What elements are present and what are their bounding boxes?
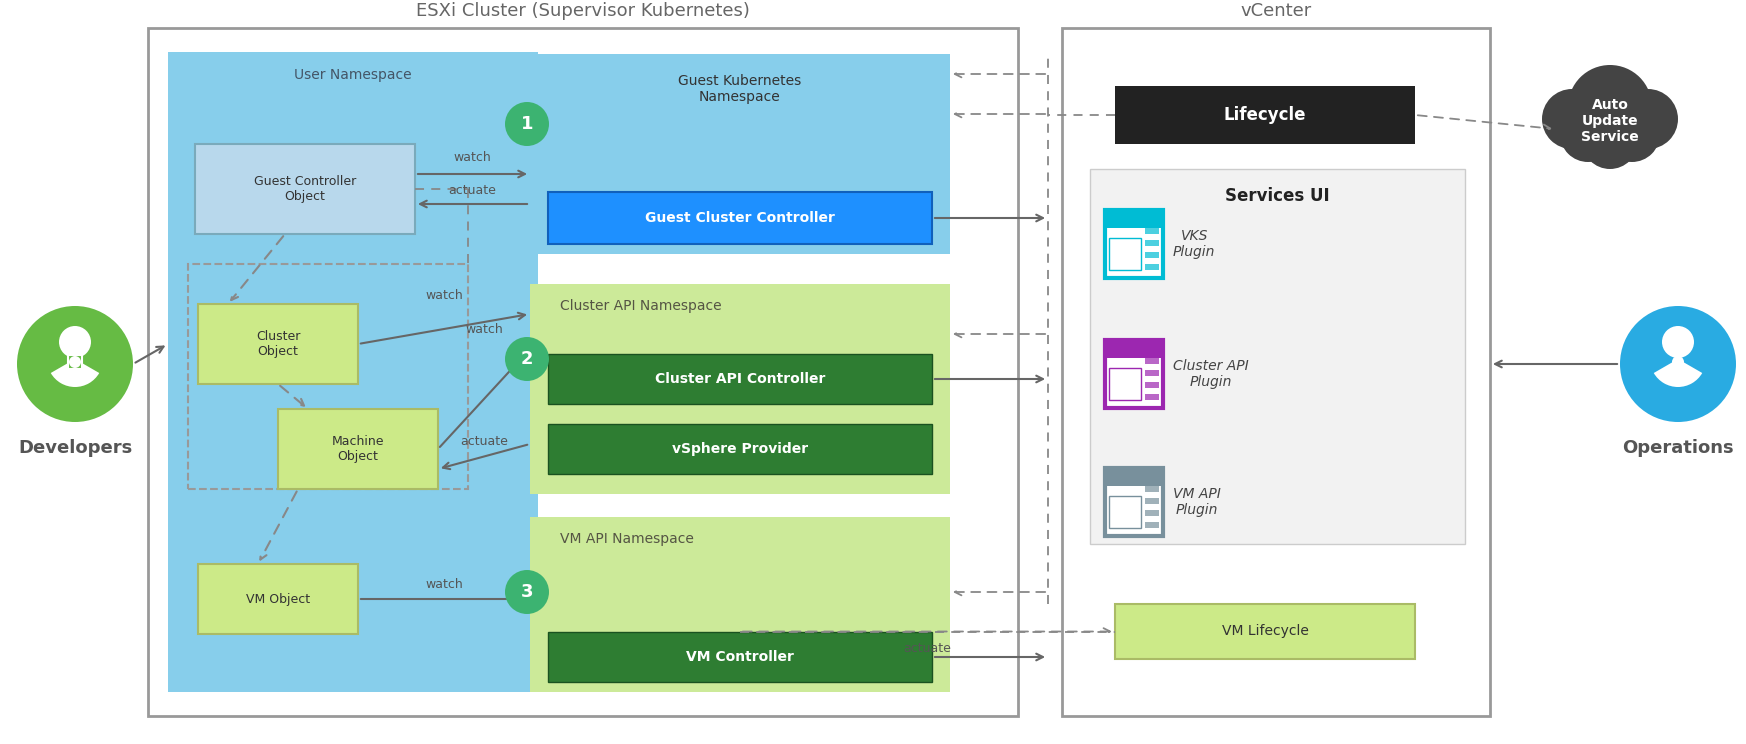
Bar	[1109, 238, 1140, 270]
Bar	[1145, 394, 1159, 400]
Circle shape	[505, 570, 548, 614]
Circle shape	[1662, 326, 1694, 358]
Bar	[1105, 340, 1163, 358]
Bar	[548, 424, 932, 474]
Text: VM Lifecycle: VM Lifecycle	[1222, 624, 1308, 638]
FancyBboxPatch shape	[68, 355, 82, 369]
Bar	[189, 264, 468, 489]
Bar	[548, 632, 932, 682]
Text: 1: 1	[520, 115, 533, 133]
Bar	[1145, 498, 1159, 504]
Text: Guest Kubernetes
Namespace: Guest Kubernetes Namespace	[679, 74, 801, 104]
Text: Guest Controller
Object: Guest Controller Object	[253, 175, 356, 203]
Wedge shape	[51, 359, 100, 387]
Text: watch: watch	[424, 289, 463, 302]
Text: watch: watch	[454, 151, 491, 164]
Text: Lifecycle: Lifecycle	[1224, 106, 1306, 124]
Text: Services UI: Services UI	[1226, 187, 1330, 205]
Text: vSphere Provider: vSphere Provider	[672, 442, 808, 456]
Circle shape	[1568, 65, 1652, 149]
Bar	[1145, 522, 1159, 528]
Circle shape	[1605, 106, 1660, 162]
Bar	[531, 54, 950, 254]
Bar	[197, 564, 358, 634]
Circle shape	[1620, 306, 1736, 422]
Text: watch: watch	[464, 323, 503, 336]
Text: Guest Cluster Controller: Guest Cluster Controller	[644, 211, 835, 225]
Text: Cluster API Namespace: Cluster API Namespace	[560, 299, 721, 313]
Bar	[1145, 252, 1159, 258]
Text: Developers: Developers	[17, 439, 133, 457]
Text: actuate: actuate	[904, 641, 952, 655]
Bar	[531, 517, 950, 692]
Bar	[168, 52, 538, 692]
Text: Machine
Object: Machine Object	[332, 435, 384, 463]
Bar	[1105, 468, 1163, 486]
Text: VKS
Plugin: VKS Plugin	[1173, 229, 1215, 259]
Bar	[1145, 370, 1159, 376]
Circle shape	[1673, 356, 1683, 368]
Bar	[1145, 358, 1159, 364]
Circle shape	[1582, 113, 1638, 169]
Bar	[278, 409, 438, 489]
Text: User Namespace: User Namespace	[293, 68, 412, 82]
Text: actuate: actuate	[459, 435, 508, 448]
Bar	[197, 304, 358, 384]
Text: ESXi Cluster (Supervisor Kubernetes): ESXi Cluster (Supervisor Kubernetes)	[416, 2, 751, 20]
Circle shape	[1619, 89, 1678, 149]
Circle shape	[1559, 106, 1617, 162]
Circle shape	[59, 326, 91, 358]
Wedge shape	[1653, 359, 1702, 387]
Text: VM API Namespace: VM API Namespace	[560, 532, 693, 546]
Bar	[1062, 28, 1489, 716]
Bar	[548, 354, 932, 404]
Text: VM API
Plugin: VM API Plugin	[1173, 487, 1220, 517]
Bar	[1145, 486, 1159, 492]
Bar	[1145, 240, 1159, 246]
Bar	[1105, 340, 1163, 408]
Bar	[196, 144, 416, 234]
Text: Operations: Operations	[1622, 439, 1734, 457]
Bar	[1105, 210, 1163, 228]
Bar	[548, 192, 932, 244]
Text: watch: watch	[424, 578, 463, 591]
Bar	[531, 284, 950, 494]
Bar	[1109, 496, 1140, 528]
Bar	[1145, 264, 1159, 270]
Text: Auto
Update
Service: Auto Update Service	[1582, 97, 1639, 144]
Circle shape	[505, 102, 548, 146]
Text: Cluster API
Plugin: Cluster API Plugin	[1173, 359, 1248, 389]
Text: 2: 2	[520, 350, 533, 368]
Circle shape	[1542, 89, 1603, 149]
Text: actuate: actuate	[449, 184, 496, 197]
Circle shape	[505, 337, 548, 381]
Text: vCenter: vCenter	[1240, 2, 1311, 20]
Text: Cluster
Object: Cluster Object	[257, 330, 300, 358]
Bar	[1116, 86, 1414, 144]
Text: VM Controller: VM Controller	[686, 650, 794, 664]
Text: VM Object: VM Object	[246, 592, 311, 606]
Text: 3: 3	[520, 583, 533, 601]
Text: Cluster API Controller: Cluster API Controller	[655, 372, 826, 386]
Bar	[1090, 169, 1465, 544]
Circle shape	[70, 356, 80, 368]
Bar	[148, 28, 1018, 716]
Bar	[1105, 210, 1163, 278]
Bar	[1145, 510, 1159, 516]
Bar	[1116, 604, 1414, 659]
Bar	[1105, 468, 1163, 536]
Circle shape	[17, 306, 133, 422]
Bar	[1145, 382, 1159, 388]
Bar	[1145, 228, 1159, 234]
Bar	[1109, 368, 1140, 400]
